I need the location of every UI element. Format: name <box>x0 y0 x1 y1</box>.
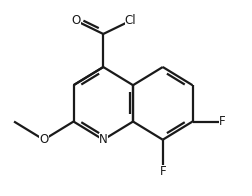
Text: Cl: Cl <box>125 14 136 27</box>
Text: F: F <box>160 165 166 178</box>
Text: F: F <box>219 115 226 128</box>
Text: O: O <box>39 133 48 146</box>
Text: O: O <box>71 14 81 27</box>
Text: N: N <box>99 133 108 146</box>
